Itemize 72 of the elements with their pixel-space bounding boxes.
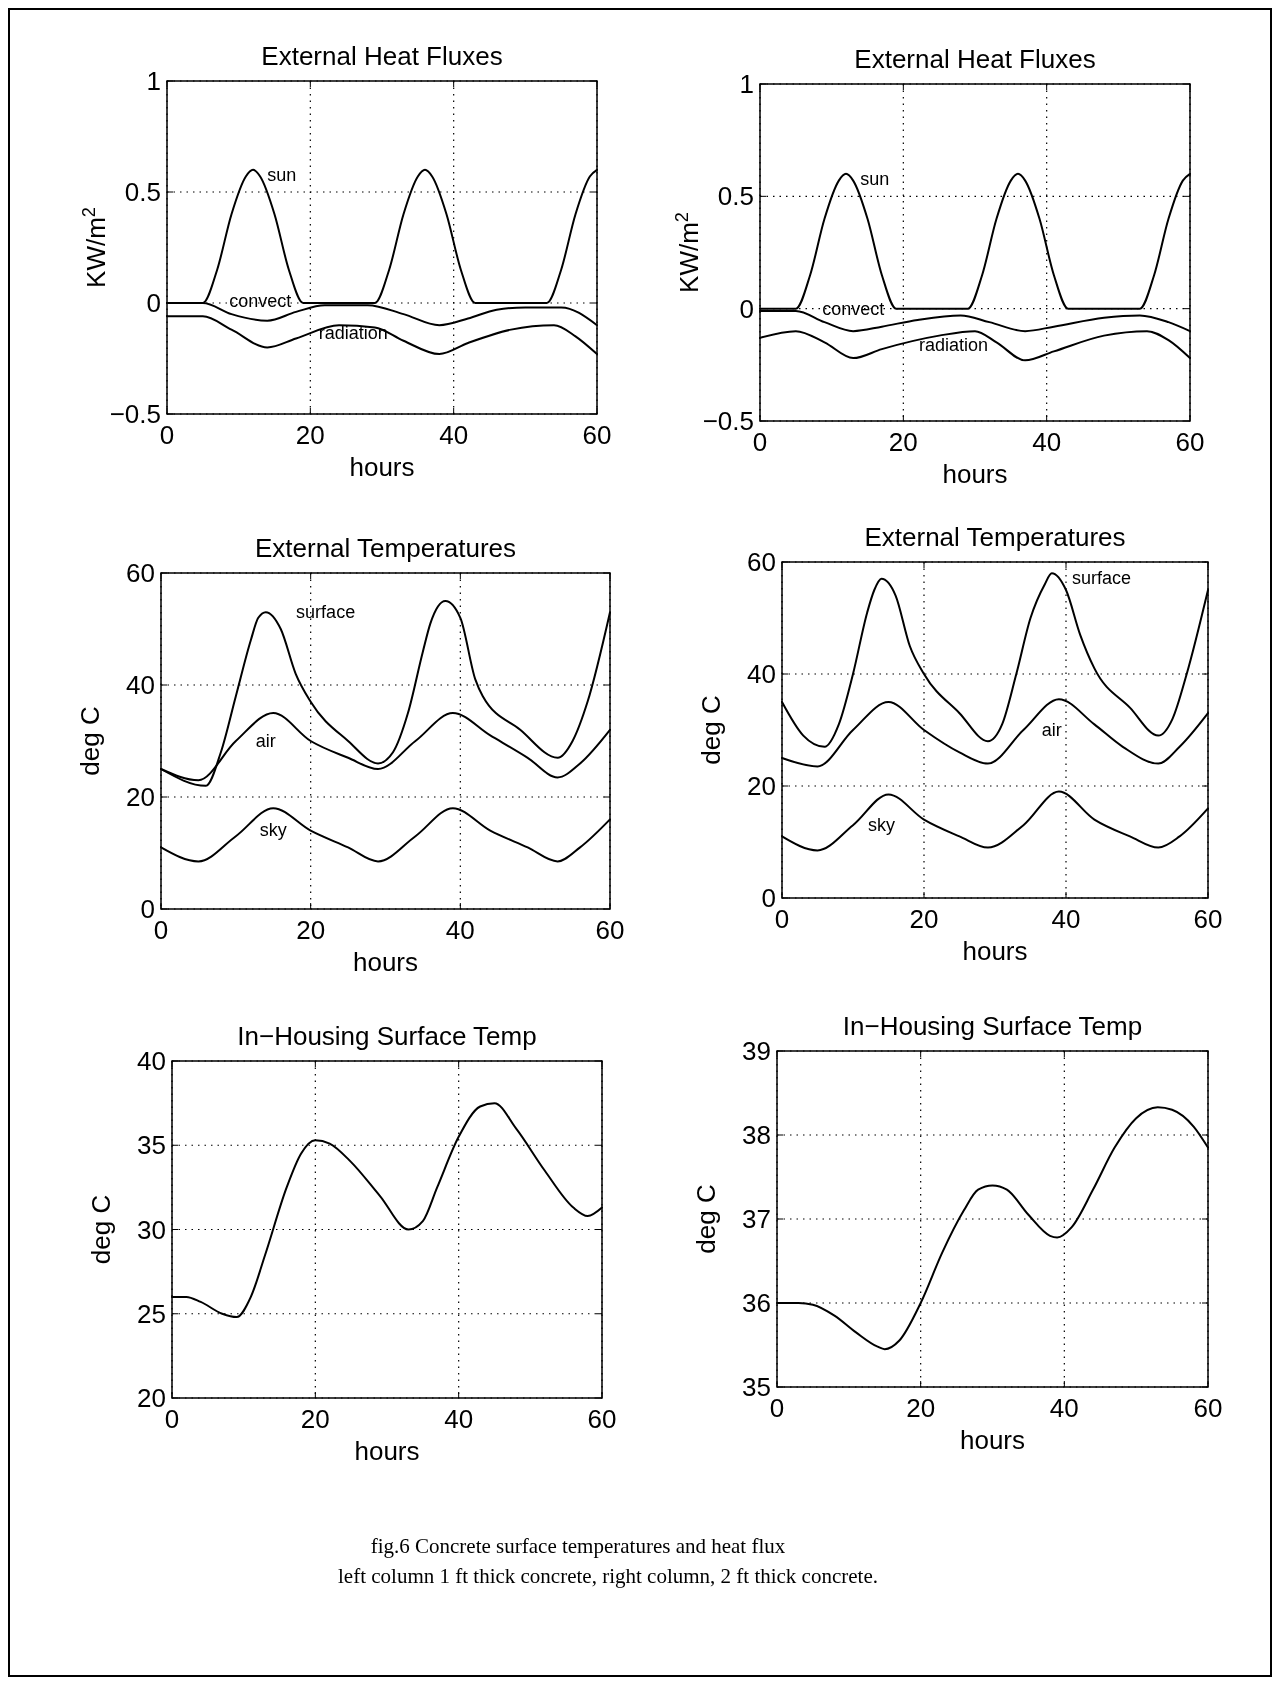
series-label: convect (229, 291, 292, 312)
series-label: convect (822, 299, 885, 320)
x-tick-label: 20 (909, 904, 939, 934)
x-tick-label: 40 (1051, 904, 1081, 934)
series-label: surface (296, 601, 356, 622)
x-axis-title: hours (962, 936, 1028, 966)
x-axis-title: hours (349, 452, 415, 482)
chart-title: External Heat Fluxes (854, 44, 1096, 74)
series-label: sky (867, 814, 895, 835)
x-tick-label: 20 (888, 427, 918, 457)
chart-title: In−Housing Surface Temp (237, 1021, 537, 1051)
y-tick-label: 36 (742, 1288, 771, 1318)
y-tick-label: 60 (747, 547, 776, 577)
caption: fig.6 Concrete surface temperatures and heat flux (370, 1534, 786, 1558)
chart-title: In−Housing Surface Temp (842, 1011, 1143, 1041)
series-label: air (1041, 719, 1062, 740)
y-tick-label: 38 (742, 1120, 771, 1150)
x-tick-label: 40 (1032, 427, 1062, 457)
series-label: radiation (918, 335, 989, 356)
x-tick-label: 20 (295, 420, 325, 450)
series-label: radiation (318, 322, 388, 343)
y-tick-label: 40 (747, 659, 776, 689)
chart-title: External Heat Fluxes (261, 41, 503, 71)
series-label: sky (259, 820, 287, 841)
x-axis-title: hours (959, 1425, 1026, 1455)
series-label: sun (860, 169, 890, 190)
x-tick-label: 60 (1193, 904, 1223, 934)
x-axis-title: hours (942, 459, 1008, 489)
y-tick-label: 40 (137, 1046, 166, 1076)
y-tick-label: 1 (146, 66, 161, 96)
y-tick-label: 0.5 (717, 181, 754, 212)
y-tick-label: 0.5 (124, 177, 161, 207)
x-axis-title: hours (354, 1436, 420, 1466)
y-tick-label: 0 (761, 883, 776, 913)
y-tick-label: −0.5 (702, 406, 754, 436)
y-tick-label: 40 (126, 670, 155, 700)
y-tick-label: −0.5 (109, 399, 161, 429)
y-tick-label: 35 (137, 1130, 166, 1161)
y-tick-label: 60 (126, 558, 155, 588)
y-tick-label: 1 (739, 69, 754, 99)
y-tick-label: 0 (146, 288, 161, 318)
x-tick-label: 40 (445, 915, 475, 945)
y-tick-label: 0 (739, 293, 754, 324)
x-tick-label: 40 (1049, 1393, 1079, 1423)
chart-title: External Temperatures (864, 522, 1126, 552)
x-tick-label: 20 (300, 1404, 330, 1434)
y-axis-title: deg C (691, 1184, 721, 1254)
y-tick-label: 39 (742, 1036, 771, 1066)
x-axis-title: hours (352, 947, 419, 977)
y-tick-label: 20 (747, 771, 776, 801)
x-tick-label: 60 (582, 420, 612, 450)
x-tick-label: 60 (595, 915, 625, 945)
y-tick-label: 37 (742, 1204, 771, 1234)
y-axis-title: deg C (86, 1194, 116, 1265)
x-tick-label: 60 (1175, 427, 1205, 457)
x-tick-label: 20 (906, 1393, 936, 1423)
x-tick-label: 40 (439, 420, 469, 450)
y-tick-label: 20 (126, 782, 155, 812)
series-label: sun (267, 164, 297, 185)
x-tick-label: 40 (444, 1404, 474, 1434)
y-tick-label: 25 (137, 1298, 166, 1329)
y-tick-label: 35 (742, 1372, 771, 1402)
y-tick-label: 30 (137, 1214, 166, 1245)
y-axis-title: deg C (696, 695, 726, 765)
legend-label: surface (1071, 568, 1132, 589)
text: left column 1 ft thick concrete, right column, 2 ft thick concrete. (338, 1564, 878, 1588)
x-tick-label: 20 (296, 915, 326, 945)
series-label: air (255, 730, 276, 751)
chart-title: External Temperatures (254, 533, 517, 563)
x-tick-label: 60 (587, 1404, 617, 1434)
x-tick-label: 60 (1193, 1393, 1223, 1423)
y-axis-title: deg C (75, 706, 105, 776)
